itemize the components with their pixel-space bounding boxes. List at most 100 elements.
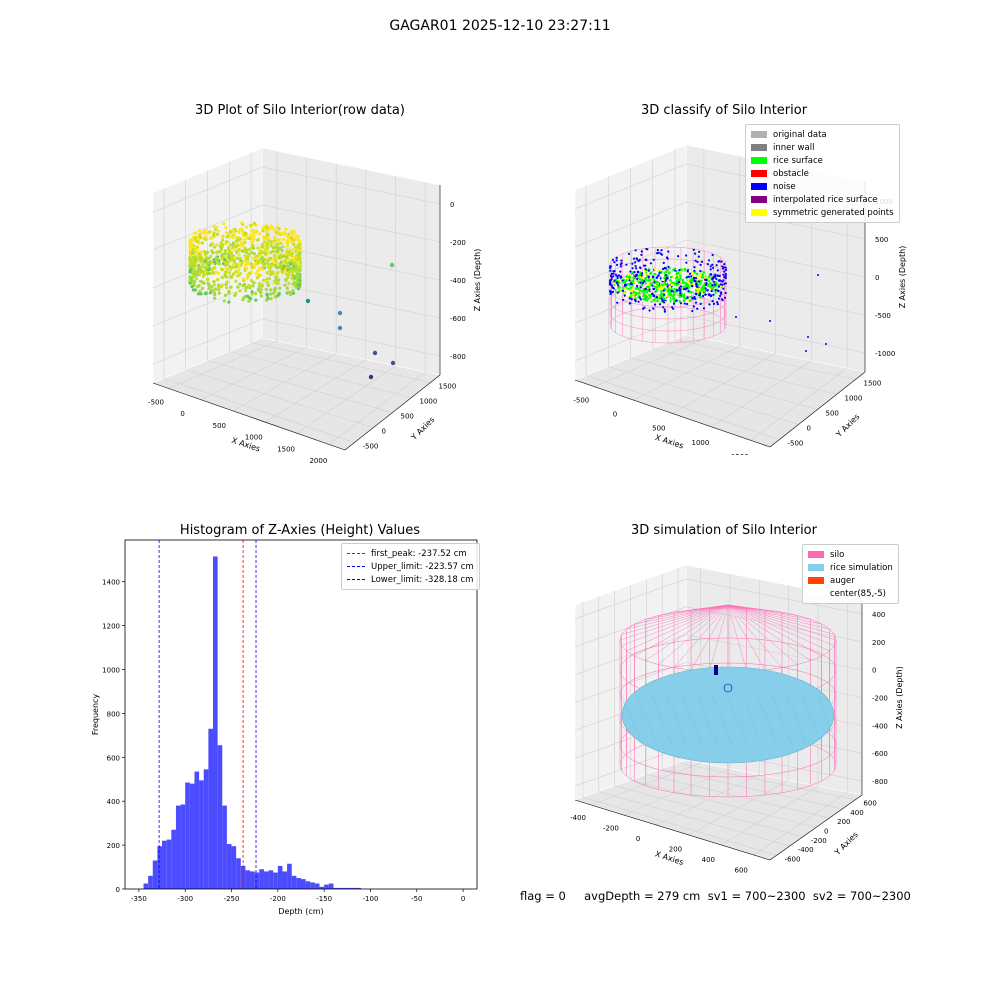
p1-data-point [200,286,205,290]
p1-data-point [269,244,273,248]
p2-noise-point [723,270,726,273]
p2-noise-point [629,270,632,273]
p2-noise-point [722,287,725,290]
y-tick-label: 800 [107,710,120,718]
p2-class-point [690,277,693,281]
p1-data-point [296,287,300,291]
p2-noise-point [609,279,612,282]
p1-data-point [212,290,216,295]
panel2-title: 3D classify of Silo Interior [640,103,808,118]
p1-data-point [267,277,271,281]
p2-noise-point [641,272,644,275]
p2-noise-point [628,279,631,282]
histogram-bar [277,865,283,889]
p2-class-point [661,283,664,287]
histogram-bar [166,839,172,889]
p2-noise-point [615,256,618,259]
p2-ytick-label: 1500 [864,380,882,388]
p4-ytick-label: 0 [824,828,828,836]
p4-silo-roof-line [727,604,835,635]
p2-noise-point [663,293,666,296]
p1-data-point [199,292,203,296]
p4-silo-roof-line [727,604,822,657]
p2-noise-point [711,278,714,281]
p4-ztick-label: 400 [872,611,885,619]
p1-data-point [240,240,244,244]
p1-data-point [229,250,233,254]
p2-class-point [692,276,696,280]
panel1-3d-scatter: -5000500100015002000-5000500100015000-20… [148,147,482,465]
histogram-bar [310,882,315,889]
p2-noise-point [679,302,683,305]
p1-data-point [229,268,233,273]
p1-data-point [250,251,254,255]
p2-noise-point [636,277,639,280]
y-tick-label: 400 [107,798,120,806]
p1-data-point [291,289,295,293]
p1-data-point [192,281,196,285]
p2-noise-point [720,292,723,295]
p1-data-point [237,247,241,252]
p2-class-point [701,273,704,276]
p1-data-point [241,298,245,302]
p2-noise-point [616,263,619,266]
p2-class-point [682,285,686,289]
p2-noise-point [714,273,717,276]
p2-class-point [640,278,643,282]
p1-data-point [239,256,243,260]
p2-ytick-label: 1000 [845,395,863,403]
p2-class-point [683,267,687,271]
p2-class-point [649,283,653,286]
p2-class-point [702,294,705,298]
x-tick-label: -250 [224,895,240,903]
p1-gridline-z [152,318,263,365]
p4-gridline-z [574,634,687,675]
p2-class-point [680,298,683,302]
p2-noise-point [638,258,641,261]
p1-data-point [206,261,210,265]
p1-data-point [249,223,253,228]
p1-data-point [237,253,241,257]
p1-data-point [247,248,251,252]
p1-data-point [267,239,271,243]
p2-noise-point [611,285,614,288]
p2-noise-point [612,287,615,290]
p4-ztick-label: 200 [872,639,885,647]
p4-silo-roof-line [709,604,729,609]
p1-data-point [203,259,207,263]
p2-noise-point [617,274,621,277]
p1-xtick-label: 1500 [277,445,295,453]
p1-data-point [257,274,261,278]
p2-class-point [703,273,706,276]
p1-ztick-label: 0 [450,201,454,209]
p1-data-point [219,247,224,251]
p1-data-point [237,266,241,270]
p4-auger [714,665,718,675]
p2-noise-point [699,269,702,273]
p2-noise-point [627,252,631,255]
p1-data-point [253,291,258,296]
p1-data-point [252,246,256,250]
panel1-title: 3D Plot of Silo Interior(row data) [195,103,405,118]
p4-silo-roof-line [673,604,729,668]
p1-data-point [291,282,295,286]
p2-noise-point [709,268,712,271]
p2-outlier-point [735,316,737,318]
p1-data-point [238,228,242,232]
p1-data-point [279,241,283,245]
p2-class-point [661,299,664,302]
p1-data-point [268,266,272,270]
p2-class-point [644,287,647,291]
p2-class-point [626,285,630,288]
p4-silo-roof-line [727,604,798,616]
p1-data-point [215,225,219,230]
p2-noise-point [723,282,726,286]
p1-data-point [223,274,228,278]
legend-item-center: center(85,-5) [808,587,893,600]
p4-gridline-z [574,578,687,620]
p1-data-point [188,247,192,251]
p2-xtick-label: 1000 [692,439,710,447]
p1-data-point [291,273,295,277]
p2-ytick-label: 500 [826,410,839,418]
p4-xtick-label: 600 [735,867,748,875]
